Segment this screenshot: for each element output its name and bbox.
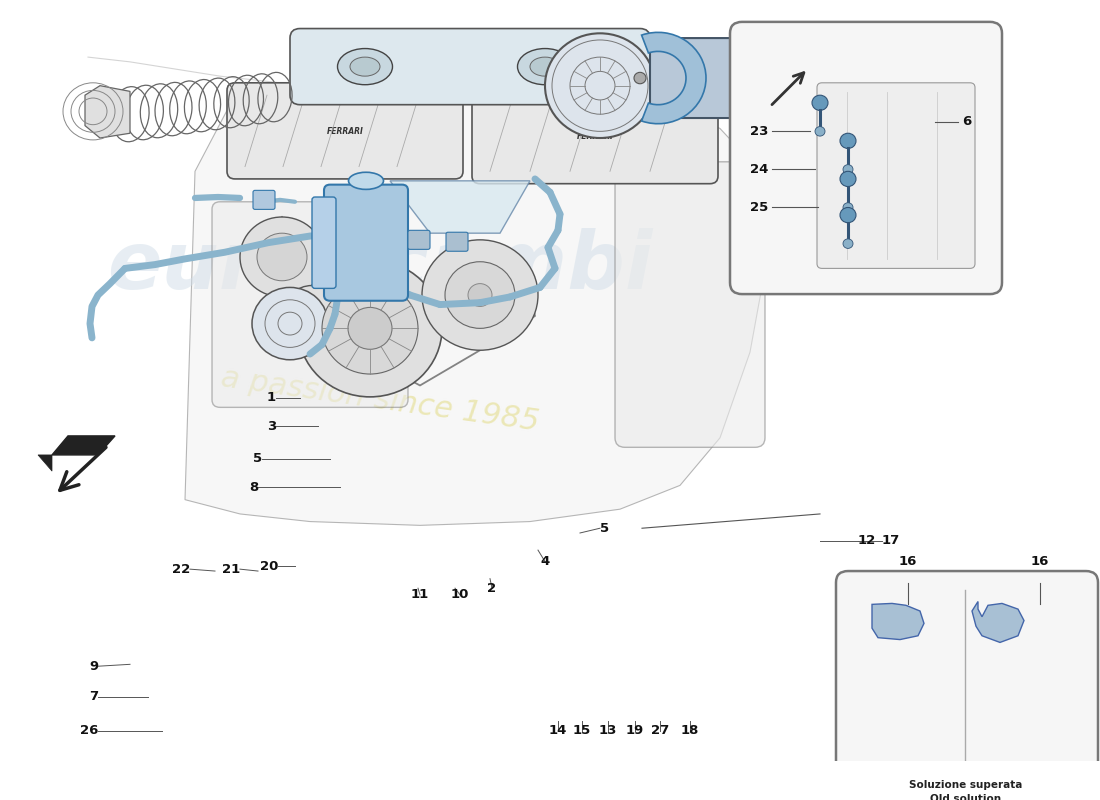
FancyBboxPatch shape: [290, 29, 650, 105]
Polygon shape: [972, 602, 1024, 642]
Circle shape: [468, 284, 492, 306]
Text: euroricambi: euroricambi: [108, 227, 652, 306]
Text: 26: 26: [79, 725, 98, 738]
Text: 12: 12: [858, 534, 877, 547]
Text: 19: 19: [626, 725, 645, 738]
Circle shape: [634, 72, 646, 84]
Text: 23: 23: [749, 125, 768, 138]
Circle shape: [252, 287, 328, 360]
Circle shape: [815, 126, 825, 136]
Text: FERRARI: FERRARI: [576, 132, 614, 141]
Circle shape: [840, 207, 856, 222]
Circle shape: [284, 286, 340, 339]
Ellipse shape: [530, 57, 560, 76]
Polygon shape: [390, 181, 530, 233]
Text: 15: 15: [573, 725, 591, 738]
Circle shape: [422, 240, 538, 350]
FancyBboxPatch shape: [324, 185, 408, 301]
Circle shape: [257, 233, 307, 281]
Text: 18: 18: [681, 725, 700, 738]
FancyBboxPatch shape: [817, 83, 975, 268]
Ellipse shape: [350, 57, 380, 76]
Text: a passion since 1985: a passion since 1985: [219, 363, 541, 437]
Circle shape: [843, 239, 852, 249]
Circle shape: [298, 260, 442, 397]
Circle shape: [446, 262, 515, 328]
FancyBboxPatch shape: [212, 202, 408, 407]
Text: 5: 5: [253, 452, 262, 466]
Polygon shape: [39, 455, 52, 471]
Text: 25: 25: [750, 201, 768, 214]
Text: 3: 3: [266, 420, 276, 433]
Text: 13: 13: [598, 725, 617, 738]
Polygon shape: [872, 603, 924, 639]
Ellipse shape: [349, 172, 384, 190]
Text: 21: 21: [222, 562, 240, 576]
Circle shape: [840, 134, 856, 149]
Wedge shape: [641, 32, 706, 124]
FancyBboxPatch shape: [446, 232, 468, 251]
Circle shape: [840, 171, 856, 186]
FancyBboxPatch shape: [408, 230, 430, 250]
Text: 14: 14: [549, 725, 568, 738]
Circle shape: [544, 34, 654, 138]
Polygon shape: [85, 86, 130, 138]
FancyBboxPatch shape: [615, 162, 764, 447]
Text: 6: 6: [962, 115, 971, 128]
Text: 7: 7: [89, 690, 98, 703]
Text: 16: 16: [899, 555, 917, 568]
Text: FERRARI: FERRARI: [327, 127, 363, 136]
Text: 24: 24: [749, 163, 768, 176]
Circle shape: [843, 165, 852, 174]
Polygon shape: [52, 436, 116, 455]
FancyBboxPatch shape: [836, 571, 1098, 792]
Ellipse shape: [517, 49, 572, 85]
Text: 8: 8: [249, 481, 258, 494]
Text: 1: 1: [267, 391, 276, 404]
Circle shape: [240, 217, 324, 297]
Text: 20: 20: [260, 560, 278, 573]
Text: 4: 4: [540, 555, 550, 568]
Text: 17: 17: [882, 534, 900, 547]
Text: 27: 27: [651, 725, 669, 738]
Circle shape: [843, 202, 852, 212]
FancyBboxPatch shape: [253, 190, 275, 210]
Circle shape: [812, 95, 828, 110]
Text: 22: 22: [172, 562, 190, 576]
Text: 11: 11: [411, 588, 429, 602]
FancyBboxPatch shape: [312, 197, 336, 288]
FancyBboxPatch shape: [730, 22, 1002, 294]
Text: 16: 16: [1031, 555, 1049, 568]
FancyBboxPatch shape: [227, 83, 463, 179]
Text: 5: 5: [600, 522, 609, 534]
Text: 9: 9: [89, 660, 98, 673]
FancyBboxPatch shape: [472, 87, 718, 184]
Circle shape: [322, 282, 418, 374]
Polygon shape: [185, 66, 770, 526]
Circle shape: [348, 307, 392, 350]
Text: 2: 2: [487, 582, 496, 594]
Ellipse shape: [338, 49, 393, 85]
Text: 10: 10: [451, 588, 470, 602]
FancyBboxPatch shape: [650, 38, 754, 118]
Text: Soluzione superata
Old solution: Soluzione superata Old solution: [910, 781, 1023, 800]
